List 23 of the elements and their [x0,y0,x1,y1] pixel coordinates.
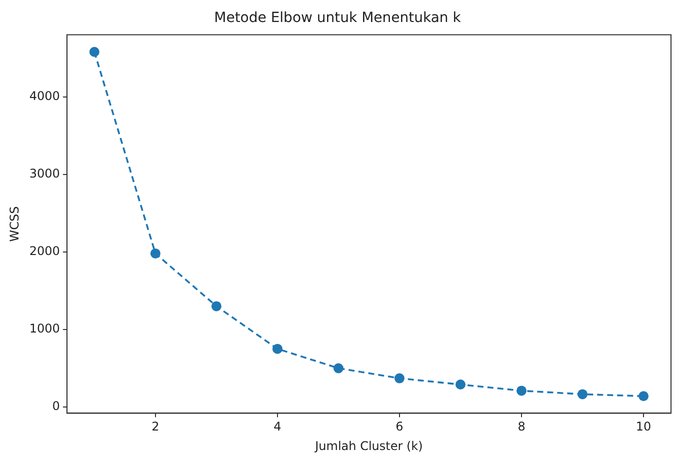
point [516,386,527,396]
x-axis-title: Jumlah Cluster (k) [314,438,423,453]
point [578,389,588,400]
x-tick-label: 4 [274,420,282,434]
y-tick-label: 1000 [29,322,60,336]
point [394,373,404,384]
point [455,380,466,390]
x-tick-label: 2 [152,420,160,434]
y-tick-label: 0 [52,399,60,414]
x-tick-label: 10 [636,420,652,434]
point [211,301,222,312]
y-axis-title: WCSS [7,206,22,242]
chart-title: Metode Elbow untuk Menentukan k [214,10,462,26]
point [150,248,160,258]
point [638,391,649,402]
point [89,46,100,57]
point [333,363,344,374]
y-tick-label: 4000 [29,88,60,103]
x-tick-label: 8 [518,420,526,434]
y-tick-label: 2000 [29,244,60,258]
point [272,344,282,354]
x-tick-label: 6 [396,420,404,434]
y-tick-label: 3000 [29,166,60,180]
